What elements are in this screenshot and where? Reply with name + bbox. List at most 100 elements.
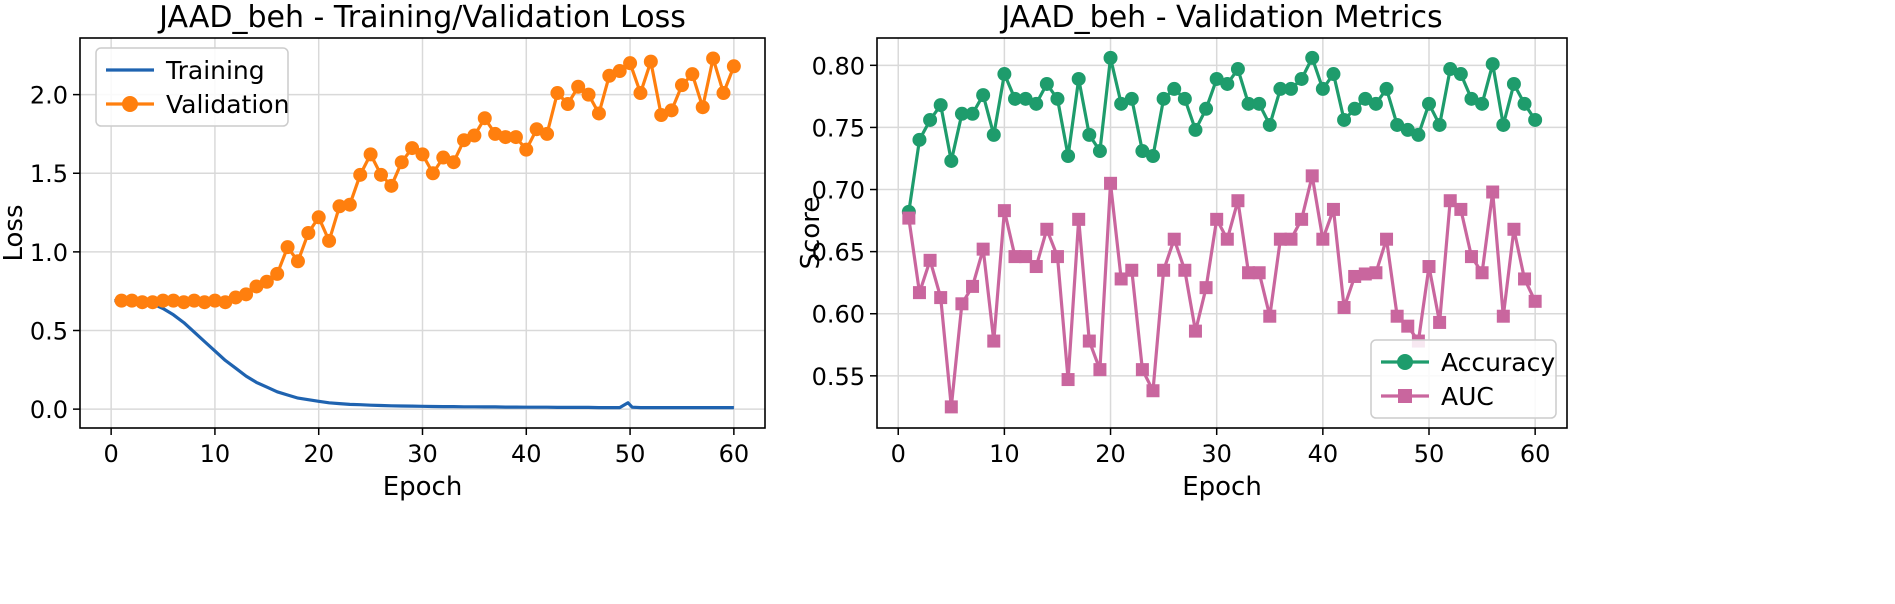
data-point-auc <box>1422 260 1436 274</box>
data-point-auc <box>1263 309 1277 323</box>
data-point-auc <box>923 253 937 267</box>
data-point-auc <box>1114 272 1128 286</box>
x-tick-label: 30 <box>1201 440 1232 468</box>
data-point-accuracy <box>1390 117 1405 132</box>
data-point-validation <box>550 86 565 101</box>
x-tick-label: 40 <box>511 440 542 468</box>
data-point-accuracy <box>1082 127 1097 142</box>
data-point-auc <box>1188 324 1202 338</box>
data-point-validation <box>176 295 191 310</box>
data-point-validation <box>311 210 326 225</box>
x-tick-label: 40 <box>1308 440 1339 468</box>
x-tick-label: 20 <box>303 440 334 468</box>
x-tick-label: 50 <box>615 440 646 468</box>
legend-label: Accuracy <box>1441 348 1555 377</box>
data-point-validation <box>363 147 378 162</box>
data-point-auc <box>1443 194 1457 208</box>
data-point-auc <box>1295 212 1309 226</box>
data-point-accuracy <box>1008 91 1022 106</box>
chart-title: JAAD_beh - Training/Validation Loss <box>157 0 686 35</box>
data-point-accuracy <box>1156 91 1171 106</box>
data-point-auc <box>1135 363 1149 377</box>
data-point-validation <box>290 254 305 269</box>
data-point-accuracy <box>1220 76 1235 91</box>
data-point-validation <box>384 178 399 193</box>
data-point-accuracy <box>1284 81 1298 96</box>
data-point-accuracy <box>1124 91 1139 106</box>
data-point-accuracy <box>976 88 991 103</box>
data-point-validation <box>259 274 274 289</box>
legend-label: Validation <box>166 90 289 119</box>
data-point-accuracy <box>1103 50 1118 65</box>
x-tick-label: 60 <box>1520 440 1551 468</box>
data-point-validation <box>156 293 171 308</box>
data-point-auc <box>1358 267 1372 281</box>
data-point-auc <box>1518 272 1532 286</box>
data-point-auc <box>1019 250 1033 264</box>
data-point-validation <box>124 293 139 308</box>
data-point-validation <box>405 141 420 156</box>
data-point-validation <box>716 86 731 101</box>
data-point-validation <box>591 106 606 121</box>
data-point-accuracy <box>1061 148 1076 163</box>
data-point-auc <box>1008 250 1022 264</box>
data-point-validation <box>353 167 368 182</box>
loss-chart: 0 10 20 30 40 50 60 0.0 0.5 1.0 1.5 2.0 JAAD_beh - T… <box>0 0 766 502</box>
y-tick-label: 1.5 <box>30 160 68 188</box>
data-point-validation <box>332 199 347 214</box>
data-point-auc <box>934 291 948 305</box>
data-point-validation <box>280 240 295 255</box>
data-point-accuracy <box>1177 91 1192 106</box>
data-point-accuracy <box>1443 62 1458 77</box>
data-point-auc <box>1146 384 1160 398</box>
data-point-auc <box>1082 334 1096 348</box>
data-point-auc <box>1486 185 1500 199</box>
data-point-validation <box>623 56 638 71</box>
data-point-accuracy <box>1029 96 1044 111</box>
data-point-accuracy <box>1294 71 1309 86</box>
x-axis-label: Epoch <box>383 472 463 502</box>
data-point-accuracy <box>1475 96 1490 111</box>
data-point-auc <box>1220 232 1234 246</box>
data-point-auc <box>1305 169 1319 183</box>
data-point-auc <box>1380 232 1394 246</box>
y-tick-label: 1.0 <box>30 239 68 267</box>
legend-box <box>95 47 289 127</box>
data-point-accuracy <box>1146 148 1160 163</box>
data-point-accuracy <box>1039 76 1054 91</box>
data-point-validation <box>706 51 721 66</box>
data-point-auc <box>1475 266 1489 280</box>
data-point-accuracy <box>1506 76 1521 91</box>
data-point-accuracy <box>1018 91 1033 106</box>
legend-label: Training <box>165 56 265 85</box>
data-point-accuracy <box>1432 117 1447 132</box>
data-point-auc <box>1326 202 1340 216</box>
data-point-accuracy <box>1496 117 1511 132</box>
data-point-accuracy <box>1485 57 1500 72</box>
data-point-validation <box>301 226 316 240</box>
data-point-accuracy <box>1230 62 1245 77</box>
plot-frame <box>876 37 1568 429</box>
legend-label: AUC <box>1441 382 1494 411</box>
data-point-validation <box>135 295 150 310</box>
data-point-accuracy <box>1135 144 1150 159</box>
data-point-accuracy <box>1326 67 1341 82</box>
data-point-auc <box>1369 266 1383 280</box>
data-point-accuracy <box>1273 81 1288 96</box>
data-point-validation <box>197 295 212 310</box>
data-point-accuracy <box>1411 127 1426 142</box>
data-point-auc <box>1157 263 1171 277</box>
data-point-validation <box>540 126 555 141</box>
data-point-accuracy <box>1071 71 1086 86</box>
data-point-accuracy <box>1252 96 1267 111</box>
y-tick-label: 0.65 <box>812 239 865 267</box>
data-point-accuracy <box>1092 144 1107 159</box>
data-point-accuracy <box>1517 96 1532 111</box>
y-axis-label: Loss <box>0 204 29 261</box>
data-point-auc <box>1401 319 1415 333</box>
data-point-validation <box>685 67 700 82</box>
data-point-accuracy <box>1315 81 1330 96</box>
data-point-validation <box>571 79 586 94</box>
data-point-auc <box>1242 266 1256 280</box>
x-tick-label: 60 <box>719 440 750 468</box>
